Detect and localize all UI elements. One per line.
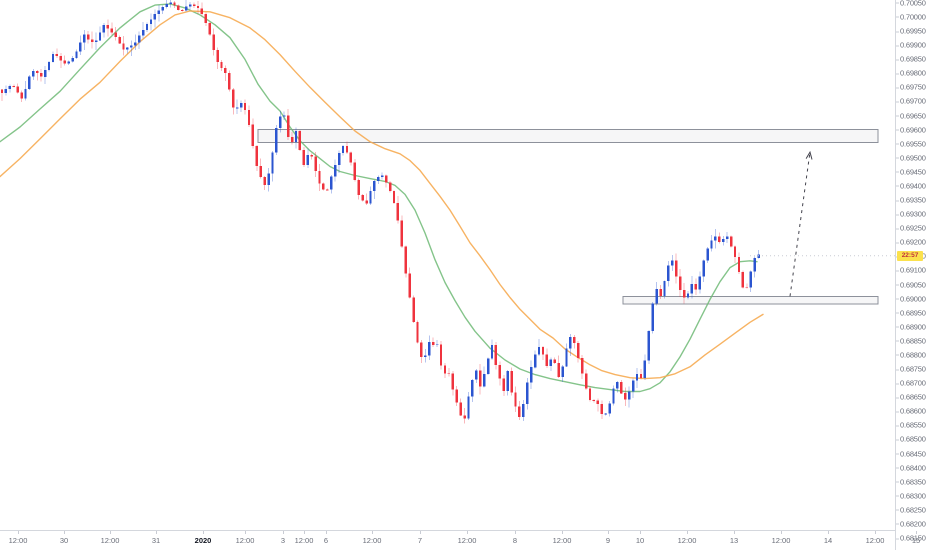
time-tick-mark (734, 531, 735, 534)
price-tick-label: 0.69850 (896, 54, 926, 64)
time-tick-mark (326, 531, 327, 534)
price-tick-label: 0.68650 (896, 392, 926, 402)
time-tick-mark (64, 531, 65, 534)
time-tick-label: 2020 (194, 536, 212, 545)
price-tick-label: 0.69400 (896, 181, 926, 191)
price-tick-label: 0.68750 (896, 364, 926, 374)
time-tick-label: 12:00 (457, 536, 477, 545)
price-tick-label: 0.68350 (896, 477, 926, 487)
time-tick-mark (18, 531, 19, 534)
time-tick-label: 12:00 (100, 536, 120, 545)
price-tick-label: 0.68700 (896, 378, 926, 388)
time-tick-label: 12:00 (294, 536, 314, 545)
price-tick-label: 0.68550 (896, 420, 926, 430)
time-tick-label: 12:00 (235, 536, 255, 545)
time-tick-mark (781, 531, 782, 534)
time-tick-label: 14 (823, 536, 833, 545)
time-tick-mark (515, 531, 516, 534)
resistance-zone-upper[interactable] (257, 129, 879, 143)
price-tick-label: 0.69500 (896, 153, 926, 163)
price-tick-label: 0.68500 (896, 434, 926, 444)
price-tick-label: 0.69700 (896, 96, 926, 106)
time-axis[interactable]: 12:00 30 12:00 31 2020 12:00 3 12:00 6 12:00 7 12:0… (0, 530, 920, 550)
time-tick-label: 12:00 (771, 536, 791, 545)
price-tick-label: 0.69950 (896, 26, 926, 36)
ma-orange-line[interactable] (0, 10, 764, 380)
time-tick-mark (372, 531, 373, 534)
time-tick-mark (562, 531, 563, 534)
price-tick-label: 0.68400 (896, 463, 926, 473)
price-tick-label: 0.69600 (896, 125, 926, 135)
time-tick-mark (156, 531, 157, 534)
time-tick-label: 12:00 (552, 536, 572, 545)
time-tick-mark (687, 531, 688, 534)
time-tick-label: 30 (59, 536, 69, 545)
time-tick-label: 12:00 (865, 536, 885, 545)
support-zone-lower[interactable] (622, 295, 879, 305)
price-tick-label: 0.69100 (896, 265, 926, 275)
candlesticks (0, 0, 760, 424)
price-tick-label: 0.68250 (896, 505, 926, 515)
ma-green-line[interactable] (0, 3, 758, 393)
price-tick-label: 0.69000 (896, 294, 926, 304)
price-tick-label: 0.68600 (896, 406, 926, 416)
time-tick-label: 31 (151, 536, 161, 545)
price-tick-label: 0.69650 (896, 111, 926, 120)
time-tick-mark (608, 531, 609, 534)
time-tick-label: 10 (635, 536, 645, 545)
price-tick-label: 0.68200 (896, 519, 926, 529)
price-tick-label: 0.68300 (896, 491, 926, 501)
time-tick-label: 12:00 (8, 536, 28, 545)
price-chart-canvas[interactable] (0, 0, 895, 530)
time-tick-label: 7 (417, 536, 423, 545)
time-tick-mark (283, 531, 284, 534)
price-axis[interactable]: 0.70050 0.70000 0.69950 0.69900 0.69850 0.698… (895, 0, 932, 550)
time-tick-mark (203, 531, 204, 534)
time-tick-mark (640, 531, 641, 534)
time-tick-label: 9 (605, 536, 611, 545)
time-tick-mark (916, 531, 917, 534)
time-tick-label: 12:00 (677, 536, 697, 545)
time-tick-mark (245, 531, 246, 534)
price-tick-label: 0.69550 (896, 139, 926, 149)
time-tick-mark (828, 531, 829, 534)
time-tick-label: 12:00 (362, 536, 382, 545)
price-tick-label: 0.70050 (896, 0, 926, 8)
price-tick-label: 0.69750 (896, 82, 926, 92)
time-tick-label: 15 (911, 536, 921, 545)
price-tick-label: 0.68800 (896, 350, 926, 360)
price-tick-label: 0.68950 (896, 308, 926, 318)
time-tick-mark (304, 531, 305, 534)
time-tick-label: 6 (323, 536, 329, 545)
price-tick-label: 0.68850 (896, 336, 926, 346)
time-tick-mark (110, 531, 111, 534)
price-tick-label: 0.68900 (896, 322, 926, 332)
price-tick-label: 0.69450 (896, 167, 926, 177)
price-tick-label: 0.69250 (896, 223, 926, 233)
countdown-price-label: 22:57 (897, 250, 923, 261)
price-tick-label: 0.68150 (896, 533, 926, 543)
time-tick-label: 13 (729, 536, 739, 545)
price-tick-label: 0.69350 (896, 195, 926, 205)
price-tick-label: 0.70000 (896, 12, 926, 22)
time-tick-mark (875, 531, 876, 534)
time-tick-mark (420, 531, 421, 534)
price-tick-label: 0.69050 (896, 280, 926, 289)
time-tick-mark (467, 531, 468, 534)
time-tick-label: 8 (512, 536, 518, 545)
time-tick-label: 3 (280, 536, 286, 545)
price-tick-label: 0.69200 (896, 237, 926, 247)
price-tick-label: 0.69900 (896, 40, 926, 50)
price-tick-label: 0.68450 (896, 449, 926, 458)
price-tick-label: 0.69800 (896, 68, 926, 78)
projection-arrow[interactable] (789, 150, 813, 297)
price-tick-label: 0.69300 (896, 209, 926, 219)
